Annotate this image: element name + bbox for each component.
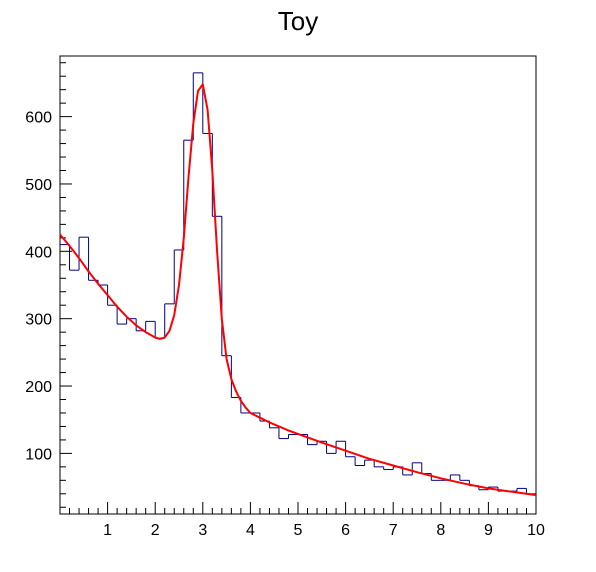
x-tick-label: 5 [294,522,303,539]
x-tick-label: 9 [484,522,493,539]
chart-title: Toy [278,6,318,36]
x-tick-label: 6 [341,522,350,539]
x-tick-label: 10 [527,522,545,539]
y-tick-label: 500 [25,177,52,194]
x-tick-label: 1 [103,522,112,539]
y-tick-label: 600 [25,110,52,127]
plot-area: 1 2 3 4 5 6 7 8 9 10 100 200 300 400 500 600 [25,55,545,539]
fit-curve [59,83,537,497]
plot-frame [59,55,537,515]
x-tick-label: 2 [151,522,160,539]
x-tick-label: 4 [246,522,255,539]
x-tick-label: 7 [389,522,398,539]
y-tick-label: 200 [25,379,52,396]
y-tick-label: 100 [25,446,52,463]
x-tick-label: 8 [436,522,445,539]
y-tick-label: 300 [25,312,52,329]
x-tick-label: 3 [198,522,207,539]
y-tick-label: 400 [25,244,52,261]
